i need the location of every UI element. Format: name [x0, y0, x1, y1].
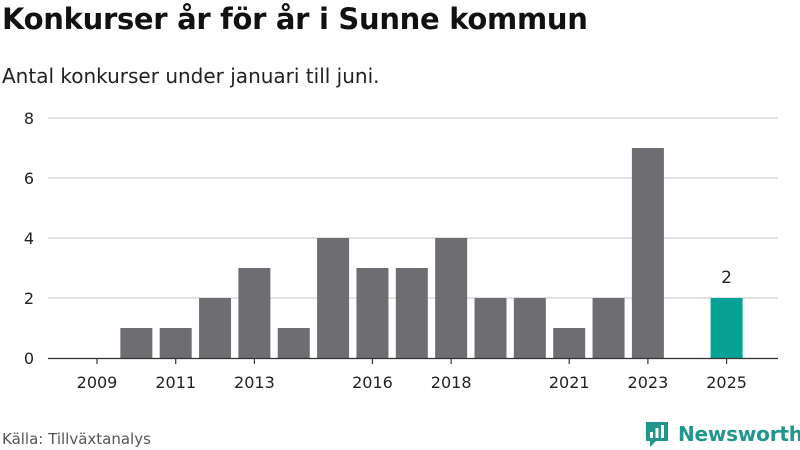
bar-2023[interactable] — [631, 148, 664, 358]
source-note: Källa: Tillväxtanalys — [2, 430, 151, 448]
brand-name: Newsworthy — [678, 422, 800, 446]
bar-2018[interactable] — [435, 238, 468, 358]
y-tick-label: 0 — [24, 349, 34, 368]
y-tick-label: 2 — [24, 289, 34, 308]
x-tick-label: 2011 — [155, 373, 196, 392]
bar-2019[interactable] — [474, 298, 507, 358]
bar-2025[interactable] — [710, 298, 743, 358]
bar-2011[interactable] — [159, 328, 192, 358]
x-tick-label: 2016 — [352, 373, 393, 392]
bar-2012[interactable] — [199, 298, 232, 358]
y-tick-label: 6 — [24, 169, 34, 188]
x-tick-label: 2018 — [431, 373, 472, 392]
bar-chart: 0 2 4 6 8 2009 2011 2013 2016 2018 2021 2023 2025 2 — [24, 109, 778, 392]
newsworthy-chart-bubble-icon — [646, 422, 668, 447]
x-tick-label: 2025 — [706, 373, 747, 392]
bar-2015[interactable] — [317, 238, 350, 358]
brand-logo[interactable]: Newsworthy — [644, 420, 800, 448]
bar-2016[interactable] — [356, 268, 389, 358]
x-tick-label: 2013 — [234, 373, 275, 392]
x-tick-label: 2023 — [628, 373, 669, 392]
bar-2010[interactable] — [120, 328, 153, 358]
chart-subtitle: Antal konkurser under januari till juni. — [2, 64, 380, 88]
bar-2014[interactable] — [277, 328, 310, 358]
x-tick-label: 2009 — [77, 373, 118, 392]
bar-2021[interactable] — [553, 328, 586, 358]
chart-title: Konkurser år för år i Sunne kommun — [2, 2, 588, 36]
bar-2013[interactable] — [238, 268, 271, 358]
bar-2017[interactable] — [395, 268, 428, 358]
y-tick-label: 8 — [24, 109, 34, 128]
bar-2020[interactable] — [513, 298, 546, 358]
y-tick-label: 4 — [24, 229, 34, 248]
x-tick-label: 2021 — [549, 373, 590, 392]
data-label: 2 — [721, 268, 732, 288]
bar-2022[interactable] — [592, 298, 625, 358]
